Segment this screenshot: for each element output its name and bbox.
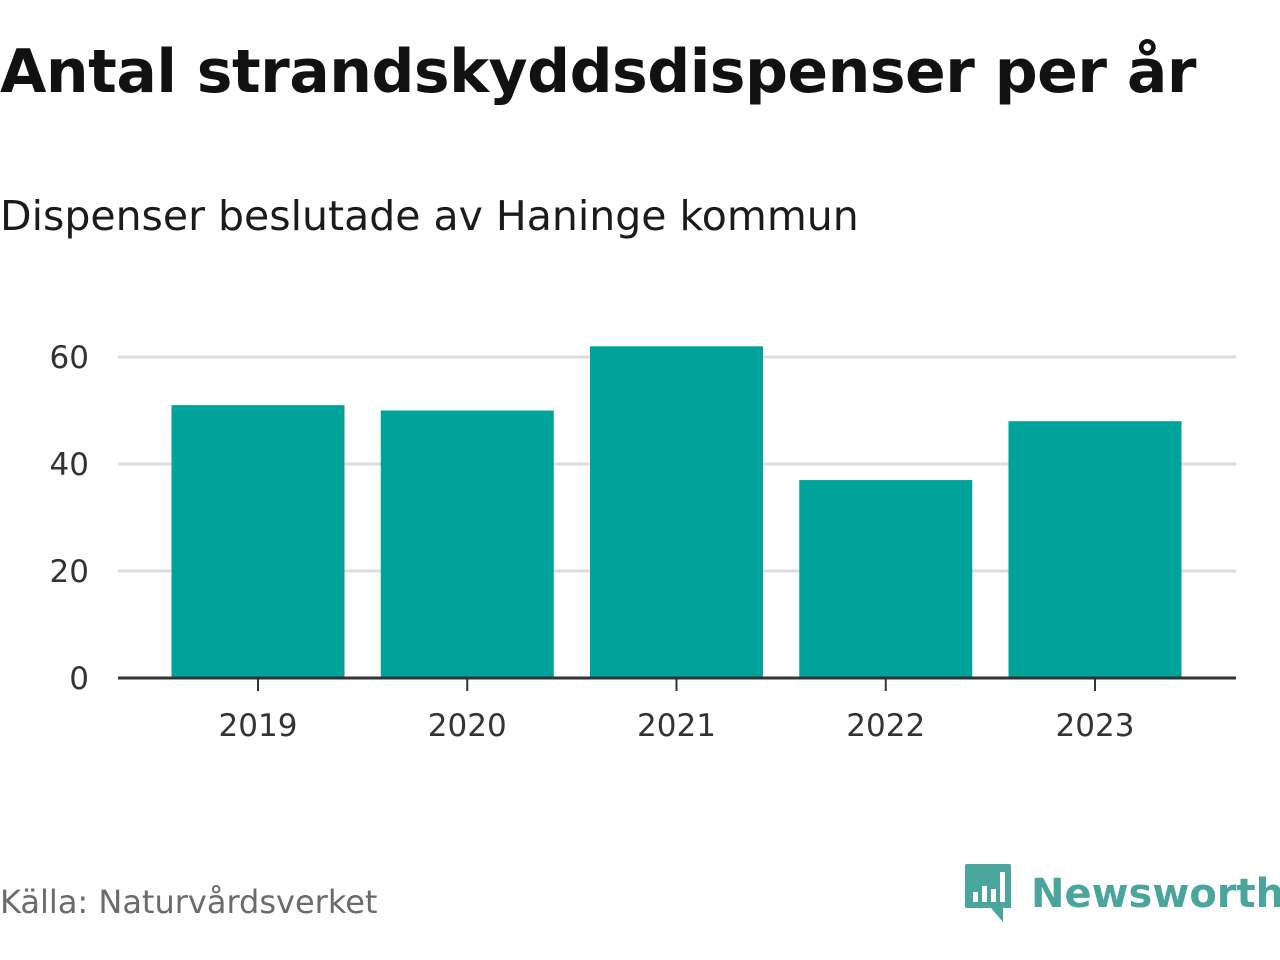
x-tick-label: 2021 bbox=[637, 708, 716, 744]
y-tick-label: 40 bbox=[50, 447, 89, 483]
axes bbox=[118, 676, 1236, 691]
y-tick-label: 0 bbox=[69, 661, 89, 697]
tick-labels: 0 20 40 60 2019 2020 2021 2022 2023 bbox=[50, 340, 1135, 744]
bar-2021 bbox=[590, 346, 763, 678]
x-tick-label: 2022 bbox=[846, 708, 925, 744]
bar-2019 bbox=[171, 405, 345, 678]
y-tick-label: 60 bbox=[50, 340, 89, 376]
newsworthy-logo-icon bbox=[965, 864, 1011, 922]
source-note: Källa: Naturvårdsverket bbox=[0, 883, 378, 921]
x-tick-label: 2019 bbox=[219, 708, 298, 744]
chart-title: Antal strandskyddsdispenser per år bbox=[0, 37, 1196, 107]
bar-2023 bbox=[1008, 421, 1182, 678]
x-tick-label: 2023 bbox=[1056, 708, 1135, 744]
brand-name: Newsworthy bbox=[1031, 871, 1280, 917]
brand: Newsworthy bbox=[963, 862, 1280, 926]
chart-subtitle: Dispenser beslutade av Haninge kommun bbox=[0, 192, 859, 240]
x-tick-label: 2020 bbox=[428, 708, 507, 744]
bar-2020 bbox=[380, 410, 554, 678]
y-tick-label: 20 bbox=[50, 554, 89, 590]
bar-2022 bbox=[799, 480, 973, 678]
bars bbox=[171, 346, 1182, 678]
